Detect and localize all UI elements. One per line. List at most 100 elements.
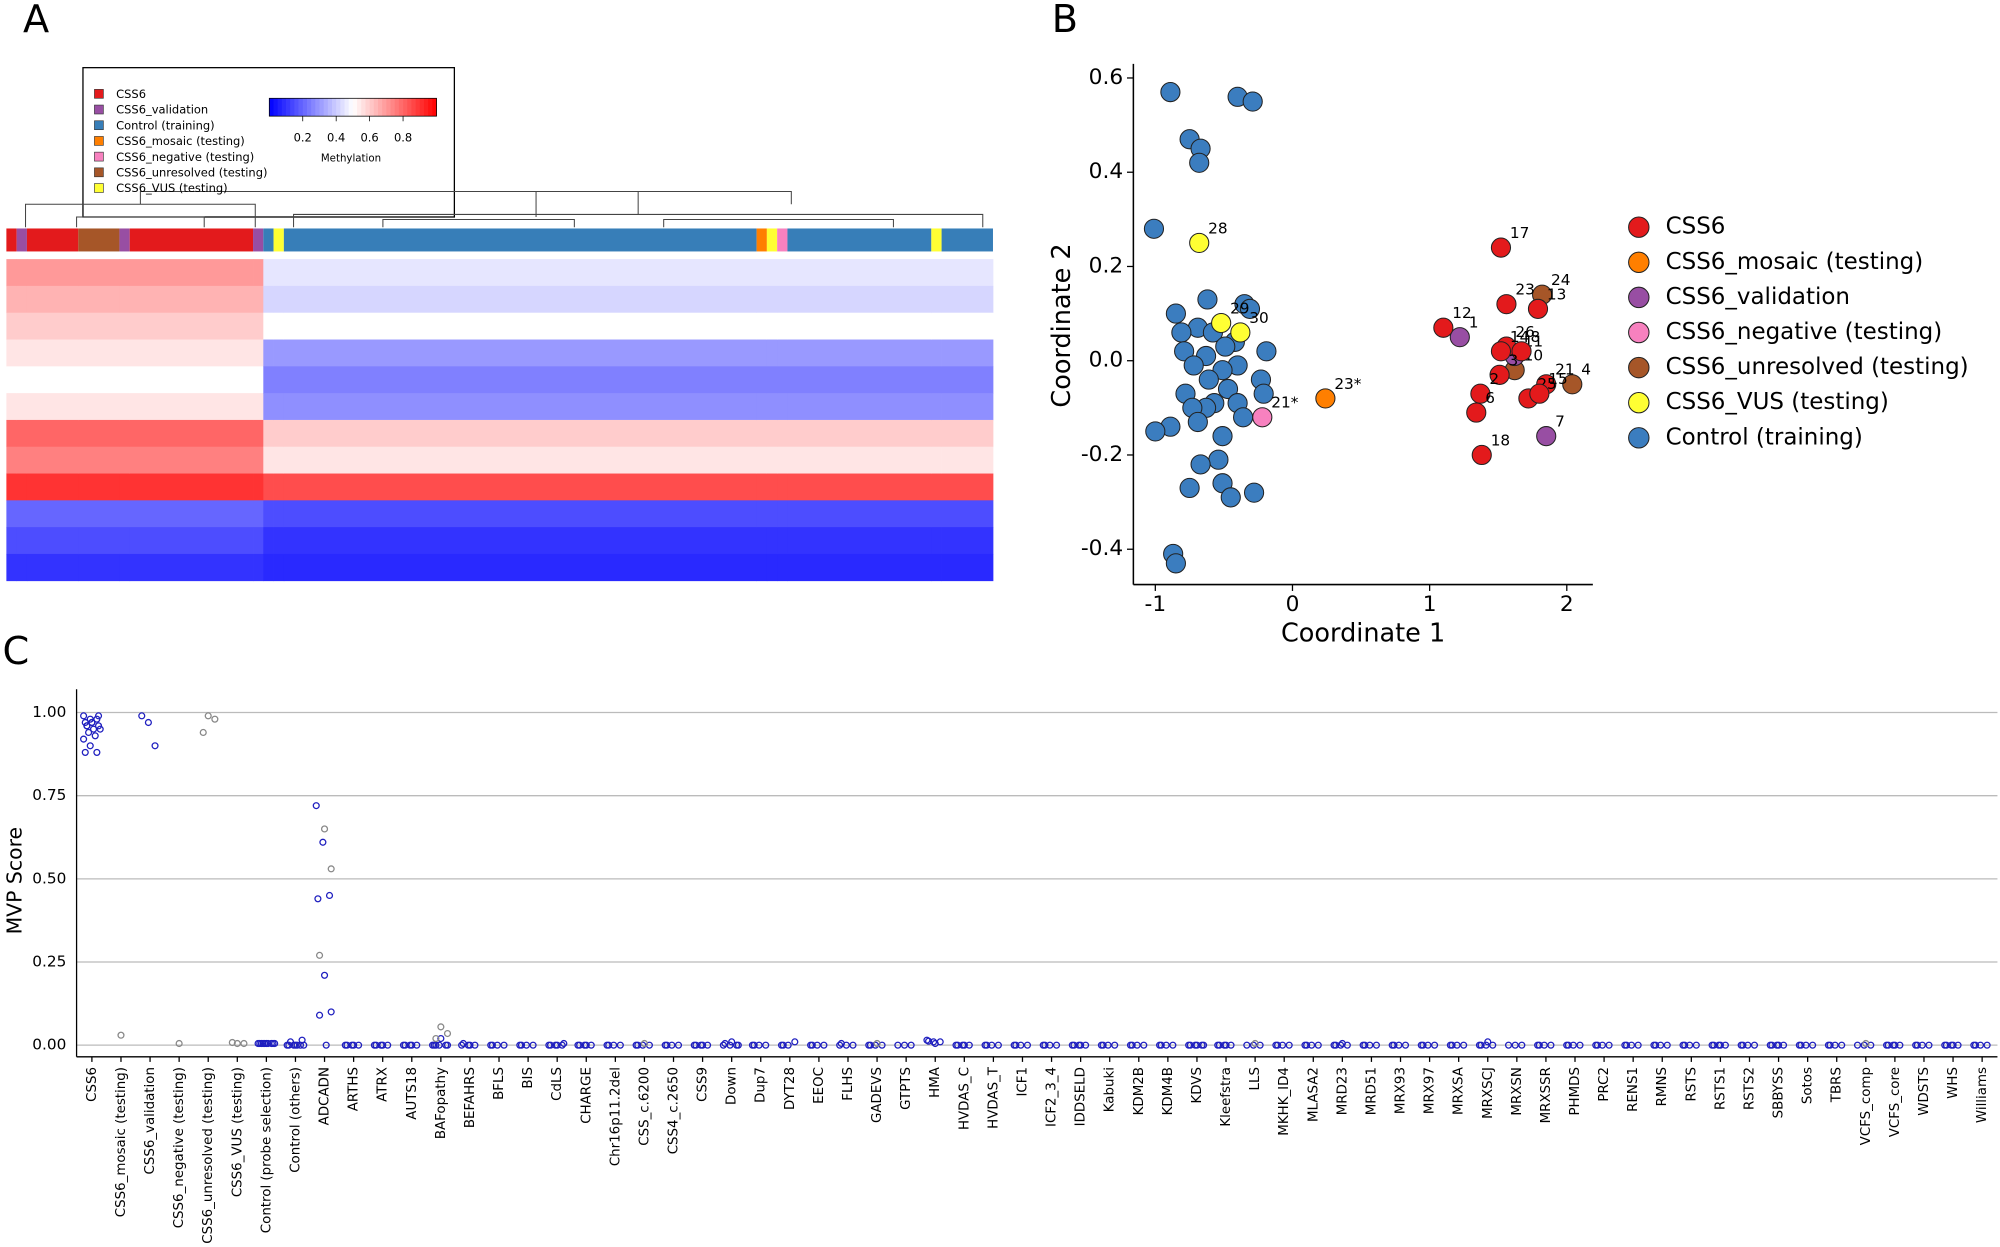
heat-cell <box>119 259 131 287</box>
heat-cell <box>119 339 131 367</box>
heat-cell <box>6 312 18 340</box>
point <box>144 718 152 727</box>
point <box>228 1038 236 1047</box>
point <box>808 1041 816 1049</box>
heat-cell <box>253 419 264 448</box>
legend-label: CSS6_VUS (testing) <box>116 181 227 195</box>
legend-label: CSS6_unresolved (testing) <box>1666 354 1969 380</box>
point <box>1809 1041 1817 1049</box>
point <box>849 1041 857 1049</box>
point <box>750 1041 758 1049</box>
heat-cell <box>263 446 274 474</box>
point <box>1193 1041 1201 1049</box>
legend-marker <box>1628 356 1650 379</box>
heat-cell <box>129 393 254 421</box>
heat-cell <box>16 366 28 394</box>
heat-cell <box>78 553 120 582</box>
x-tick-label: CdLS <box>550 1067 565 1101</box>
point <box>1448 1041 1456 1049</box>
point <box>605 1041 613 1049</box>
x-tick-label: DYT28 <box>783 1067 798 1110</box>
point <box>1187 411 1208 433</box>
x-tick-label: MRD23 <box>1335 1067 1350 1115</box>
heat-cell <box>941 312 994 340</box>
point <box>900 1041 909 1049</box>
x-tick-label: HVDAS_C <box>957 1067 972 1130</box>
annotation-cell <box>931 228 942 252</box>
legend-swatch <box>94 120 104 131</box>
legend-marker <box>1628 216 1650 238</box>
heat-cell <box>931 527 942 555</box>
x-tick-label: RMNS <box>1655 1067 1670 1106</box>
point <box>1278 1041 1287 1049</box>
x-tick-label: MRX93 <box>1394 1067 1409 1114</box>
point-label: 23* <box>1334 375 1361 393</box>
heat-cell <box>26 527 79 555</box>
heat-cell <box>253 446 264 474</box>
heat-cell <box>756 339 768 367</box>
x-tick-label: -1 <box>1145 592 1167 617</box>
heat-cell <box>119 527 131 555</box>
legend-swatch <box>94 151 104 162</box>
heat-cell <box>263 366 274 394</box>
point <box>1186 1041 1194 1049</box>
point <box>634 1041 642 1049</box>
point <box>1511 1041 1519 1049</box>
point <box>1273 1041 1282 1049</box>
point-label: 14 <box>1510 328 1529 346</box>
annotation-cell <box>273 228 284 252</box>
legend-label: CSS6 <box>116 87 146 101</box>
point <box>668 1041 676 1049</box>
point-label: 21 <box>1555 361 1574 379</box>
point <box>85 728 93 737</box>
colorbar-tick-label: 0.8 <box>394 130 412 144</box>
heat-cell <box>941 366 994 394</box>
point <box>1431 1041 1439 1049</box>
colorbar-tick-label: 0.2 <box>294 130 312 144</box>
point <box>762 1041 770 1049</box>
point <box>91 732 99 740</box>
colorbar-step <box>332 98 337 117</box>
point <box>674 1041 683 1049</box>
point <box>1077 1041 1085 1049</box>
x-tick-label: 1 <box>1423 592 1437 617</box>
point <box>640 1039 648 1048</box>
heat-cell <box>253 473 264 501</box>
colorbar-step <box>407 98 412 117</box>
x-tick-label: 0 <box>1286 592 1300 617</box>
point <box>610 1041 618 1049</box>
heat-cell <box>129 285 254 314</box>
heat-cell <box>273 366 285 394</box>
heat-cell <box>119 366 131 394</box>
y-tick-label: 0.25 <box>32 953 66 971</box>
heat-cell <box>931 312 942 340</box>
y-tick-label: -0.4 <box>1081 536 1123 561</box>
heat-cell <box>766 553 778 582</box>
point <box>86 742 94 750</box>
point <box>435 1041 443 1049</box>
x-tick-label: ICF2_3_4 <box>1045 1067 1060 1127</box>
point <box>1598 1041 1606 1049</box>
heat-cell <box>941 285 994 314</box>
point <box>988 1041 996 1049</box>
point <box>443 1041 452 1049</box>
heat-cell <box>6 259 18 287</box>
point <box>1797 1041 1805 1049</box>
point <box>1716 1041 1724 1049</box>
colorbar-step <box>311 98 316 117</box>
point <box>199 728 207 737</box>
point <box>837 1039 845 1048</box>
heat-cell <box>273 285 285 314</box>
colorbar-step <box>365 98 371 117</box>
colorbar-step <box>411 98 416 117</box>
point <box>728 1038 736 1046</box>
point <box>1562 374 1583 395</box>
x-tick-label: ARTHS <box>347 1067 362 1111</box>
point <box>151 742 159 750</box>
point <box>1372 1041 1380 1049</box>
x-tick-label: CSS4_c.2650 <box>667 1067 682 1154</box>
heat-cell <box>766 419 778 448</box>
heat-cell <box>16 553 28 582</box>
point <box>259 1039 267 1048</box>
heat-cell <box>766 500 778 528</box>
